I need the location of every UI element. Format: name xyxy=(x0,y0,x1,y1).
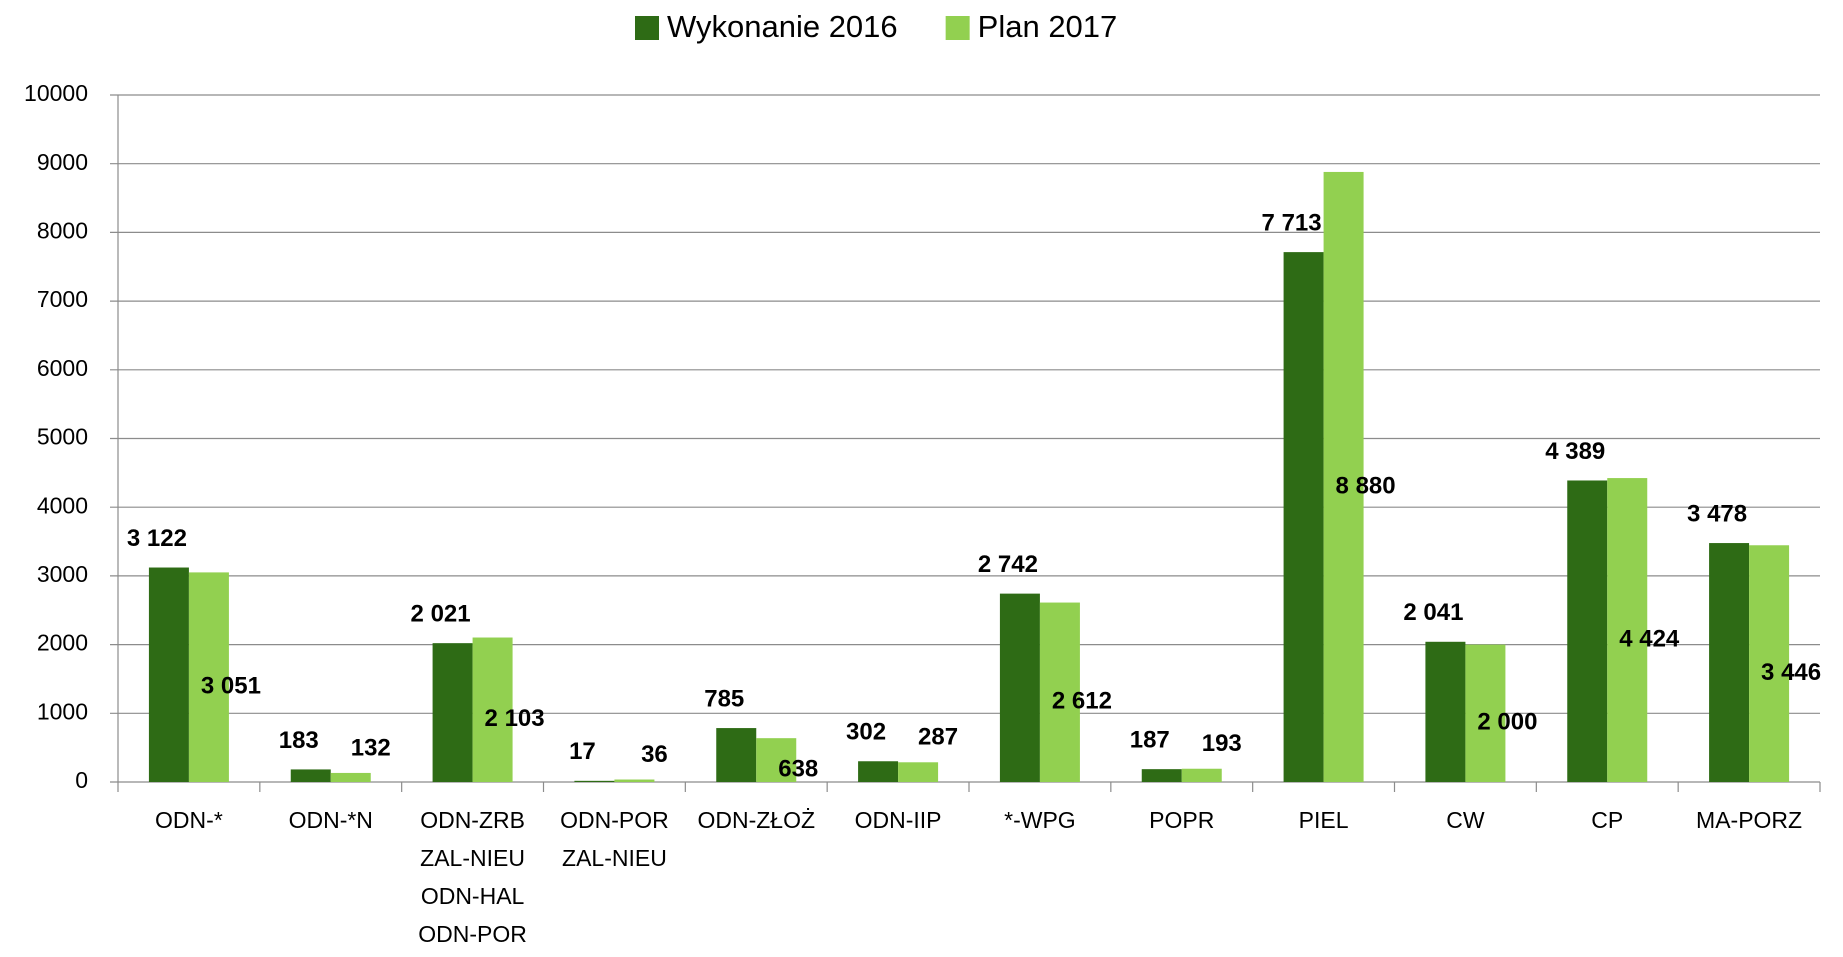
bar xyxy=(1607,478,1648,782)
bar xyxy=(472,637,513,782)
legend-label: Wykonanie 2016 xyxy=(667,9,898,44)
y-tick-label: 6000 xyxy=(37,355,88,381)
y-tick-label: 8000 xyxy=(37,217,88,243)
bar xyxy=(614,779,655,782)
value-label: 36 xyxy=(641,741,668,768)
y-tick-label: 7000 xyxy=(37,286,88,312)
bar xyxy=(432,643,473,782)
legend-swatch xyxy=(635,16,659,40)
x-tick-label: CP xyxy=(1591,807,1623,833)
bar xyxy=(148,567,189,782)
bar xyxy=(574,780,615,782)
value-label: 2 612 xyxy=(1052,688,1112,715)
bar xyxy=(1465,644,1506,782)
value-label: 785 xyxy=(704,685,744,712)
bar xyxy=(1749,545,1790,782)
value-label: 2 742 xyxy=(978,551,1038,578)
bar xyxy=(1283,252,1324,783)
bar xyxy=(898,762,939,782)
x-tick-label: ODN-IIP xyxy=(855,807,942,833)
y-tick-label: 10000 xyxy=(24,80,88,106)
value-label: 183 xyxy=(279,727,319,754)
bar xyxy=(756,738,797,782)
y-tick-label: 3000 xyxy=(37,561,88,587)
bar xyxy=(1181,768,1222,782)
bar xyxy=(858,761,899,782)
x-tick-label: POPR xyxy=(1149,807,1214,833)
y-tick-label: 1000 xyxy=(37,698,88,724)
x-tick-label: ODN-HAL xyxy=(421,883,525,909)
bar xyxy=(290,769,331,782)
value-label: 287 xyxy=(918,724,958,751)
bar xyxy=(1425,641,1466,782)
value-label: 3 446 xyxy=(1761,659,1821,686)
value-label: 8 880 xyxy=(1336,472,1396,499)
value-label: 2 103 xyxy=(485,705,545,732)
bar xyxy=(1039,602,1080,782)
value-label: 3 122 xyxy=(127,525,187,552)
x-tick-label: PIEL xyxy=(1299,807,1349,833)
value-label: 638 xyxy=(778,755,818,782)
x-tick-label: ODN-POR xyxy=(418,921,527,947)
y-tick-label: 9000 xyxy=(37,149,88,175)
bar xyxy=(1709,543,1750,782)
value-label: 17 xyxy=(569,738,596,765)
value-label: 187 xyxy=(1130,726,1170,753)
y-tick-label: 0 xyxy=(75,767,88,793)
bar xyxy=(1141,769,1182,782)
x-tick-label: ZAL-NIEU xyxy=(562,845,667,871)
x-tick-label: *-WPG xyxy=(1004,807,1076,833)
legend-swatch xyxy=(945,16,970,40)
x-tick-label: ODN-ZRB xyxy=(420,807,525,833)
bar xyxy=(999,593,1040,782)
value-label: 2 021 xyxy=(411,601,471,628)
value-label: 132 xyxy=(351,734,391,761)
x-tick-label: ODN-* xyxy=(155,807,223,833)
value-label: 4 389 xyxy=(1545,438,1605,465)
value-label: 3 051 xyxy=(201,673,261,700)
value-label: 7 713 xyxy=(1262,209,1322,236)
value-label: 2 000 xyxy=(1477,709,1537,736)
y-tick-label: 5000 xyxy=(37,424,88,450)
value-label: 4 424 xyxy=(1619,625,1680,652)
value-label: 193 xyxy=(1202,730,1242,757)
x-tick-label: ZAL-NIEU xyxy=(420,845,525,871)
x-tick-label: ODN-*N xyxy=(289,807,373,833)
y-tick-label: 4000 xyxy=(37,492,88,518)
value-label: 2 041 xyxy=(1403,599,1463,626)
bar xyxy=(1323,171,1364,783)
bar xyxy=(716,728,757,782)
bar xyxy=(1567,480,1608,782)
x-tick-label: ODN-POR xyxy=(560,807,669,833)
value-label: 302 xyxy=(846,719,886,746)
value-label: 3 478 xyxy=(1687,500,1747,527)
bar xyxy=(330,772,371,782)
y-tick-label: 2000 xyxy=(37,630,88,656)
legend-label: Plan 2017 xyxy=(978,9,1118,44)
x-tick-label: MA-PORZ xyxy=(1696,807,1802,833)
bar xyxy=(188,572,229,782)
x-tick-label: CW xyxy=(1446,807,1485,833)
x-tick-label: ODN-ZŁOŻ xyxy=(697,807,815,833)
